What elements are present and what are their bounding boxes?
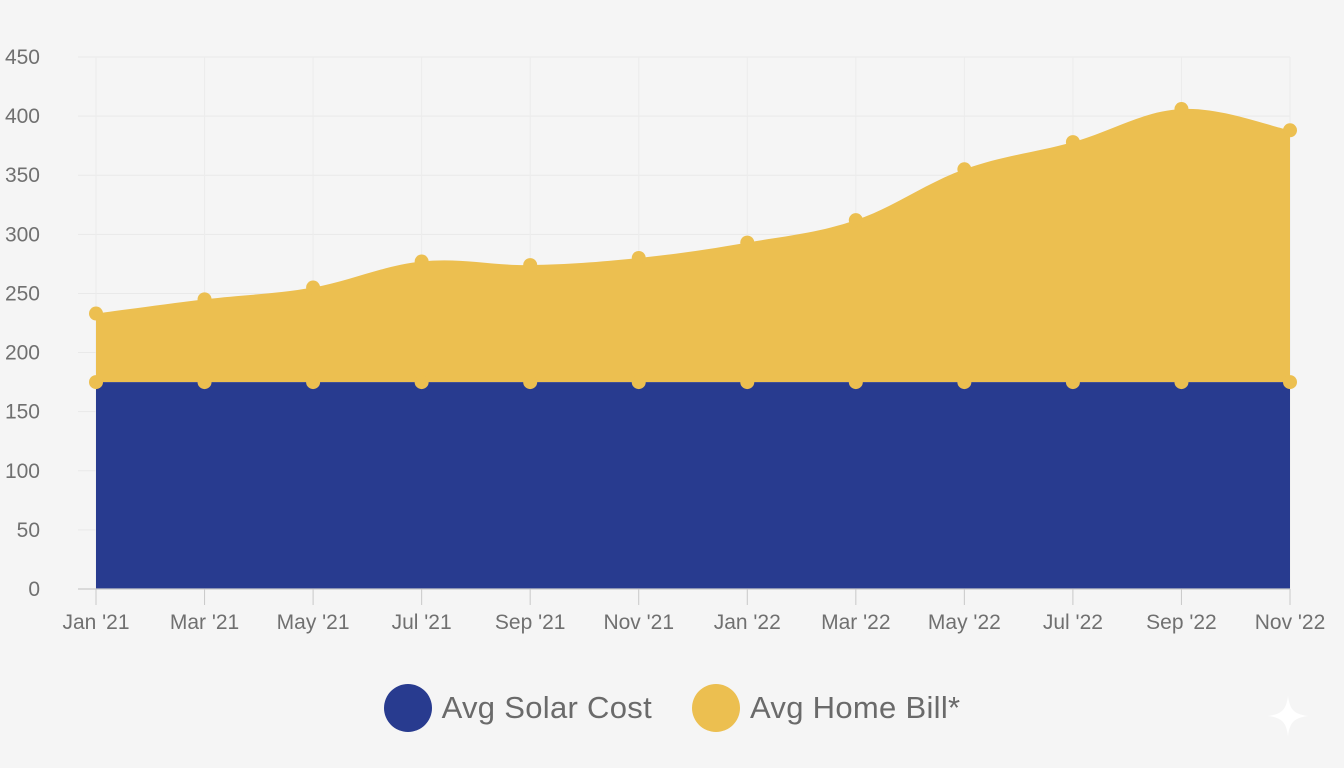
chart-markers (89, 102, 1297, 390)
y-tick-label: 200 (5, 342, 40, 365)
point-avg-solar-cost (848, 375, 863, 390)
point-avg-home-bill (197, 292, 212, 307)
x-tick-label: Jan '21 (62, 611, 129, 634)
x-tick-label: May '22 (928, 611, 1001, 634)
y-tick-label: 450 (5, 46, 40, 69)
x-tick-label: Mar '22 (821, 611, 890, 634)
area-avg-solar-cost (96, 382, 1290, 589)
chart-legend: Avg Solar Cost Avg Home Bill* (0, 684, 1344, 732)
y-tick-label: 50 (17, 519, 40, 542)
x-tick-label: Mar '21 (170, 611, 239, 634)
point-avg-solar-cost (957, 375, 972, 390)
point-avg-home-bill (740, 235, 755, 250)
x-tick-label: Sep '22 (1146, 611, 1217, 634)
point-avg-home-bill (1283, 123, 1297, 138)
chart-axes (78, 588, 1291, 605)
point-avg-home-bill (1174, 102, 1189, 117)
x-tick-label: May '21 (277, 611, 350, 634)
point-avg-solar-cost (740, 375, 755, 390)
legend-item-home-bill[interactable]: Avg Home Bill* (692, 684, 960, 732)
x-tick-label: Jul '22 (1043, 611, 1103, 634)
y-tick-label: 100 (5, 460, 40, 483)
legend-label-home-bill: Avg Home Bill* (750, 690, 961, 725)
point-avg-solar-cost (1283, 375, 1297, 390)
y-tick-label: 250 (5, 282, 40, 305)
point-avg-solar-cost (523, 375, 538, 390)
sparkle-icon (1268, 696, 1308, 736)
point-avg-home-bill (957, 162, 972, 177)
point-avg-home-bill (523, 258, 538, 273)
y-tick-label: 300 (5, 223, 40, 246)
point-avg-solar-cost (631, 375, 646, 390)
point-avg-solar-cost (1174, 375, 1189, 390)
legend-swatch-solar (383, 684, 432, 732)
point-avg-home-bill (848, 213, 863, 228)
x-tick-label: Nov '21 (603, 611, 674, 634)
y-tick-label: 400 (5, 105, 40, 128)
legend-swatch-home-bill (692, 684, 740, 732)
x-tick-label: Nov '22 (1255, 611, 1326, 634)
x-tick-label: Jan '22 (714, 611, 781, 634)
point-avg-home-bill (306, 280, 321, 295)
point-avg-solar-cost (306, 375, 321, 390)
point-avg-home-bill (414, 254, 429, 269)
legend-label-solar: Avg Solar Cost (441, 690, 652, 725)
x-tick-label: Sep '21 (495, 611, 566, 634)
point-avg-home-bill (631, 250, 646, 265)
x-tick-label: Jul '21 (392, 611, 452, 634)
legend-item-solar[interactable]: Avg Solar Cost (383, 684, 652, 732)
chart-areas (96, 108, 1290, 589)
point-avg-solar-cost (1065, 375, 1080, 390)
y-tick-label: 0 (28, 578, 40, 601)
chart-tick-labels: 0 50 100 150 200 250 300 350 400 450 Jan '21 Mar '2… (5, 46, 1325, 634)
point-avg-solar-cost (197, 375, 212, 390)
y-tick-label: 350 (5, 164, 40, 187)
point-avg-solar-cost (414, 375, 429, 390)
y-tick-label: 150 (5, 401, 40, 424)
point-avg-solar-cost (89, 375, 103, 390)
point-avg-home-bill (89, 306, 103, 321)
point-avg-home-bill (1065, 135, 1080, 150)
area-avg-home-bill (96, 108, 1290, 383)
